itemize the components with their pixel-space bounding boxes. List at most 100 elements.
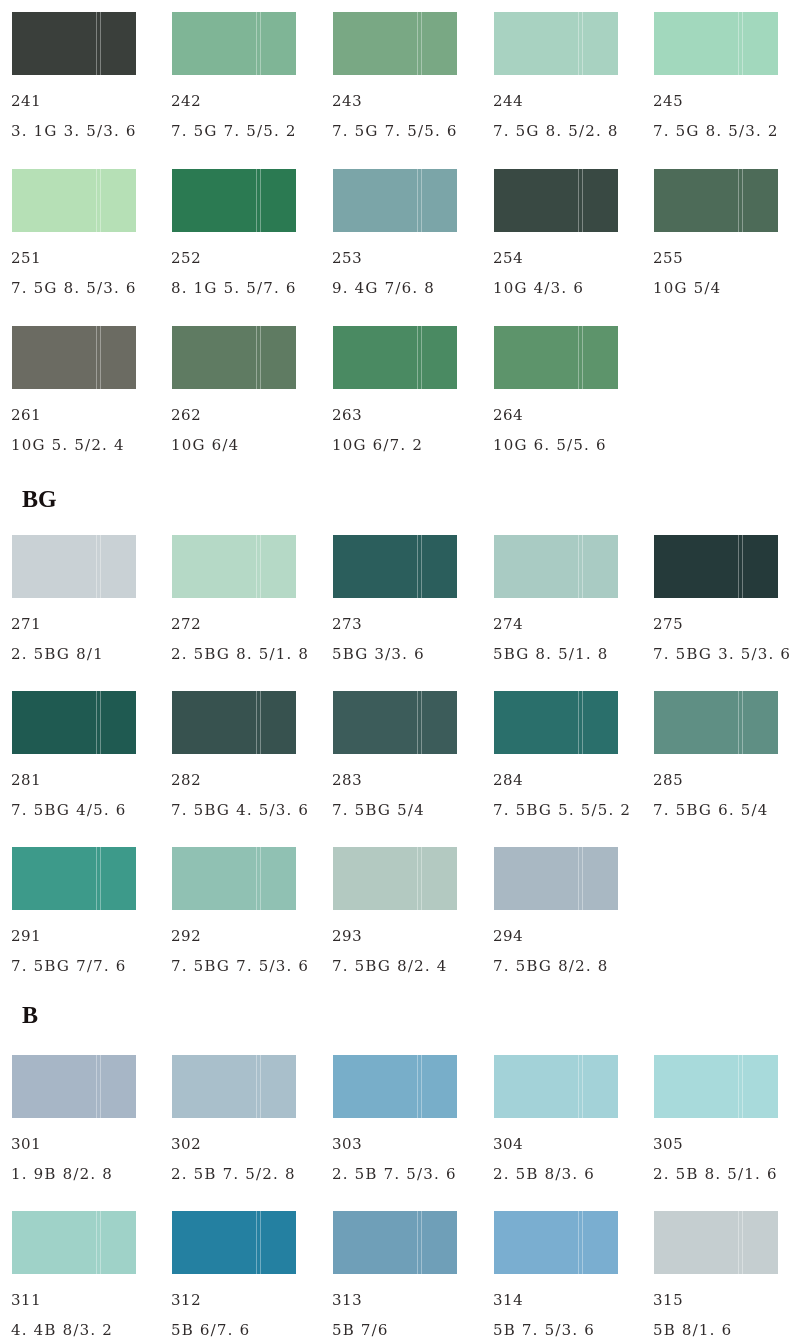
scan-streak (421, 12, 422, 75)
swatch-cell-261: 261 10G 5. 5/2. 4 (10, 326, 140, 454)
color-swatch (333, 1211, 457, 1274)
scan-streak (582, 326, 583, 389)
swatch-cell-291: 291 7. 5BG 7/7. 6 (10, 847, 140, 975)
scan-streak (260, 169, 261, 232)
swatch-munsell-code: 2. 5BG 8/1 (11, 645, 104, 663)
color-swatch (12, 1211, 136, 1274)
swatch-cell-304: 304 2. 5B 8/3. 6 (492, 1055, 622, 1183)
swatch-cell-253: 253 9. 4G 7/6. 8 (331, 169, 461, 297)
swatch-munsell-code: 4. 4B 8/3. 2 (11, 1321, 114, 1339)
scan-streak (256, 847, 257, 910)
swatch-number: 245 (653, 92, 684, 110)
scan-streak (100, 691, 101, 754)
color-swatch (494, 847, 618, 910)
swatch-munsell-code: 7. 5BG 7. 5/3. 6 (171, 957, 310, 975)
color-swatch (654, 169, 778, 232)
swatch-number: 284 (493, 771, 524, 789)
scan-streak (738, 1055, 739, 1118)
scan-streak (421, 169, 422, 232)
color-swatch (172, 169, 296, 232)
swatch-number: 251 (11, 249, 42, 267)
scan-streak (100, 12, 101, 75)
swatch-munsell-code: 2. 5BG 8. 5/1. 8 (171, 645, 310, 663)
swatch-munsell-code: 10G 5. 5/2. 4 (11, 436, 125, 454)
scan-streak (96, 1055, 97, 1118)
swatch-munsell-code: 10G 6/4 (171, 436, 240, 454)
scan-streak (582, 691, 583, 754)
scan-streak (421, 847, 422, 910)
color-swatch (333, 169, 457, 232)
swatch-munsell-code: 7. 5G 7. 5/5. 6 (332, 122, 458, 140)
scan-streak (100, 847, 101, 910)
swatch-number: 312 (171, 1291, 202, 1309)
swatch-cell-294: 294 7. 5BG 8/2. 8 (492, 847, 622, 975)
swatch-number: 282 (171, 771, 202, 789)
swatch-cell-254: 254 10G 4/3. 6 (492, 169, 622, 297)
swatch-number: 264 (493, 406, 524, 424)
scan-streak (96, 169, 97, 232)
color-swatch (494, 12, 618, 75)
swatch-cell-251: 251 7. 5G 8. 5/3. 6 (10, 169, 140, 297)
swatch-number: 252 (171, 249, 202, 267)
swatch-cell-243: 243 7. 5G 7. 5/5. 6 (331, 12, 461, 140)
swatch-number: 273 (332, 615, 363, 633)
color-swatch (333, 847, 457, 910)
swatch-number: 291 (11, 927, 42, 945)
color-swatch (12, 535, 136, 598)
scan-streak (100, 1055, 101, 1118)
scan-streak (256, 535, 257, 598)
scan-streak (260, 1055, 261, 1118)
scan-streak (742, 1055, 743, 1118)
swatch-munsell-code: 7. 5G 7. 5/5. 2 (171, 122, 297, 140)
color-swatch (172, 12, 296, 75)
swatch-cell-275: 275 7. 5BG 3. 5/3. 6 (652, 535, 790, 663)
swatch-munsell-code: 7. 5BG 6. 5/4 (653, 801, 769, 819)
swatch-cell-285: 285 7. 5BG 6. 5/4 (652, 691, 782, 819)
swatch-munsell-code: 5BG 8. 5/1. 8 (493, 645, 609, 663)
swatch-munsell-code: 10G 6/7. 2 (332, 436, 424, 454)
scan-streak (417, 847, 418, 910)
scan-streak (421, 1211, 422, 1274)
scan-streak (578, 12, 579, 75)
color-swatch (494, 169, 618, 232)
scan-streak (738, 691, 739, 754)
color-swatch (172, 1211, 296, 1274)
swatch-munsell-code: 7. 5BG 8/2. 8 (493, 957, 609, 975)
color-swatch (172, 326, 296, 389)
scan-streak (742, 1211, 743, 1274)
scan-streak (578, 847, 579, 910)
swatch-number: 281 (11, 771, 42, 789)
swatch-number: 263 (332, 406, 363, 424)
swatch-cell-272: 272 2. 5BG 8. 5/1. 8 (170, 535, 308, 663)
swatch-cell-242: 242 7. 5G 7. 5/5. 2 (170, 12, 300, 140)
swatch-munsell-code: 7. 5BG 7/7. 6 (11, 957, 127, 975)
color-swatch (12, 691, 136, 754)
swatch-munsell-code: 5B 7. 5/3. 6 (493, 1321, 596, 1339)
color-swatch (12, 12, 136, 75)
swatch-cell-314: 314 5B 7. 5/3. 6 (492, 1211, 622, 1339)
color-swatch (494, 535, 618, 598)
scan-streak (417, 169, 418, 232)
scan-streak (260, 326, 261, 389)
scan-streak (96, 1211, 97, 1274)
scan-streak (582, 847, 583, 910)
scan-streak (260, 535, 261, 598)
color-swatch (494, 691, 618, 754)
color-swatch (333, 326, 457, 389)
color-swatch (172, 847, 296, 910)
scan-streak (260, 1211, 261, 1274)
scan-streak (578, 169, 579, 232)
scan-streak (582, 12, 583, 75)
swatch-munsell-code: 1. 9B 8/2. 8 (11, 1165, 114, 1183)
swatch-munsell-code: 3. 1G 3. 5/3. 6 (11, 122, 137, 140)
swatch-munsell-code: 7. 5G 8. 5/3. 2 (653, 122, 779, 140)
swatch-cell-283: 283 7. 5BG 5/4 (331, 691, 461, 819)
swatch-munsell-code: 10G 4/3. 6 (493, 279, 585, 297)
scan-streak (96, 535, 97, 598)
swatch-number: 244 (493, 92, 524, 110)
color-swatch (333, 691, 457, 754)
swatch-munsell-code: 7. 5BG 4/5. 6 (11, 801, 127, 819)
swatch-munsell-code: 5B 6/7. 6 (171, 1321, 251, 1339)
section-heading-bg: BG (22, 487, 57, 513)
